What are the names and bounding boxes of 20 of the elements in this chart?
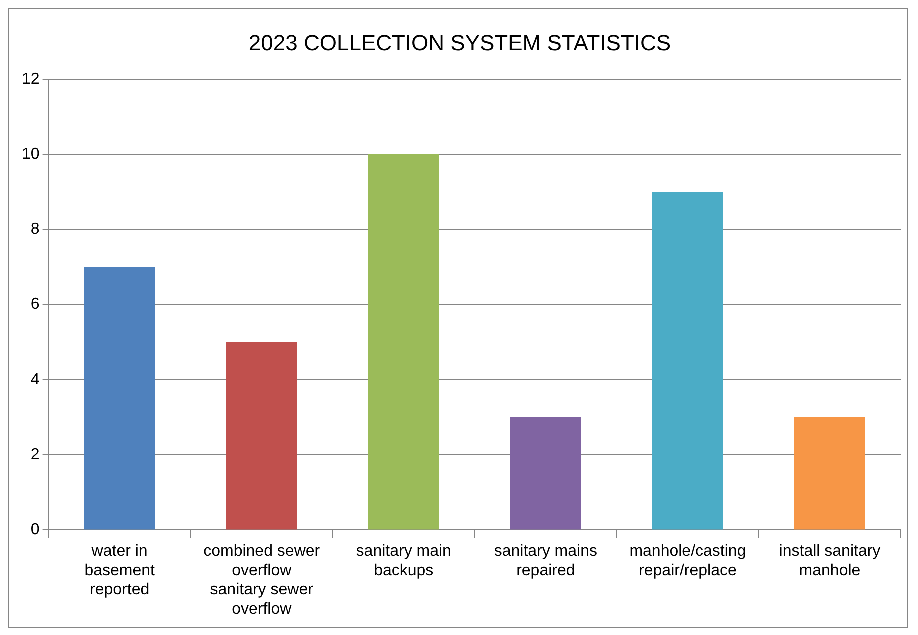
x-tick-label: combined sewer overflow sanitary sewer overflow bbox=[204, 543, 321, 618]
x-tick-label: water in basement reported bbox=[84, 543, 156, 599]
y-tick-label: 2 bbox=[30, 446, 40, 464]
y-tick-label: 12 bbox=[22, 70, 40, 88]
x-tick-label: manhole/casting repair/replace bbox=[630, 543, 746, 580]
y-tick-label: 6 bbox=[30, 296, 40, 314]
x-tick-label: sanitary main backups bbox=[356, 543, 452, 580]
y-tick-label: 8 bbox=[30, 221, 40, 238]
y-tick-label: 4 bbox=[30, 371, 40, 388]
bar bbox=[84, 267, 156, 530]
x-tick-label: sanitary mains repaired bbox=[494, 543, 598, 580]
bar bbox=[368, 154, 440, 530]
chart-title: 2023 COLLECTION SYSTEM STATISTICS bbox=[248, 30, 672, 56]
y-tick-label: 0 bbox=[30, 522, 40, 539]
bar bbox=[652, 192, 724, 530]
bar bbox=[226, 342, 298, 530]
bar bbox=[510, 418, 582, 530]
y-tick-label: 10 bbox=[22, 146, 40, 163]
bar bbox=[794, 418, 866, 530]
x-tick-label: install sanitary manhole bbox=[779, 543, 881, 580]
